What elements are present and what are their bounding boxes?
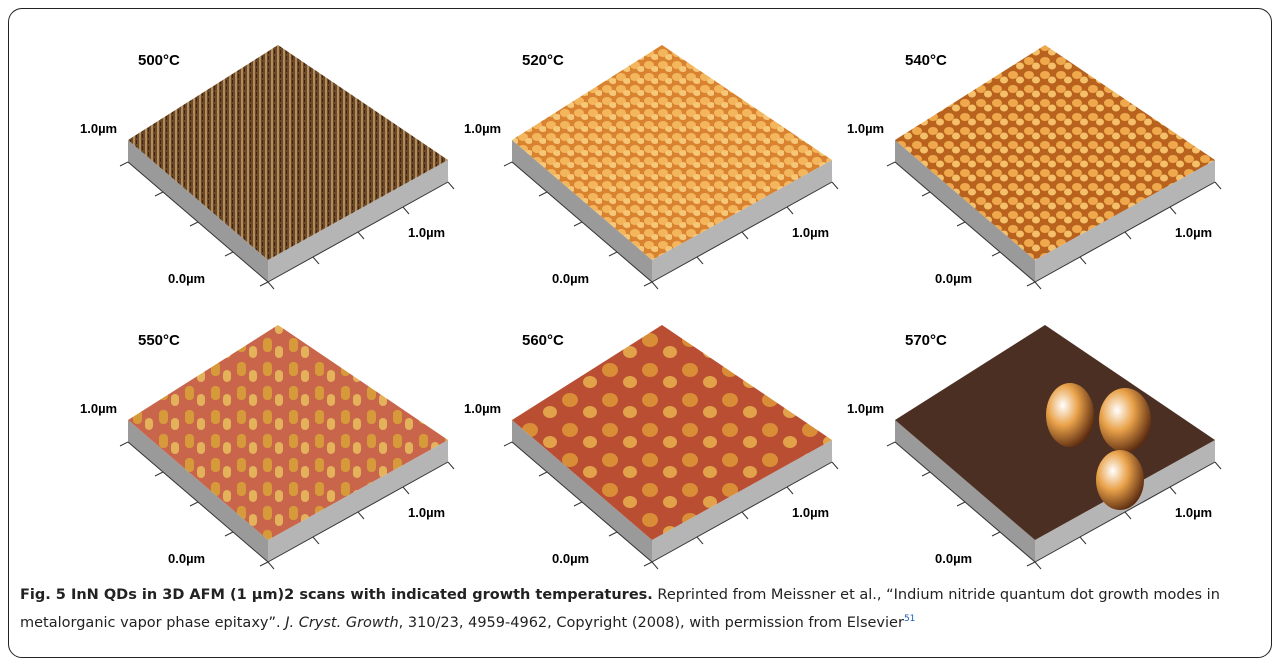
caption-text: , 310/23, 4959-4962, Copyright (2008), w… — [399, 615, 904, 631]
axis-tick — [574, 502, 582, 506]
axis-label: 1.0µm — [792, 505, 829, 520]
axis-tick — [1027, 562, 1035, 566]
axis-tick — [448, 182, 454, 189]
axis-tick — [313, 537, 319, 544]
axis-tick — [1170, 487, 1176, 494]
axis-tick — [574, 222, 582, 226]
axis-tick — [1080, 257, 1086, 264]
axis-tick — [1125, 512, 1131, 519]
axis-label: 0.0µm — [935, 551, 972, 566]
axis-tick — [225, 532, 233, 536]
axis-tick — [120, 162, 128, 166]
axis-label: 1.0µm — [464, 121, 501, 136]
axis-tick — [403, 207, 409, 214]
axis-tick — [922, 472, 930, 476]
axis-tick — [403, 487, 409, 494]
axis-label: 1.0µm — [792, 225, 829, 240]
axis-tick — [1215, 462, 1221, 469]
temperature-label: 570°C — [905, 332, 947, 349]
axis-tick — [992, 252, 1000, 256]
axis-tick — [448, 462, 454, 469]
axis-tick — [957, 502, 965, 506]
axis-tick — [268, 282, 274, 289]
temperature-label: 540°C — [905, 52, 947, 69]
axis-tick — [832, 182, 838, 189]
axis-tick — [697, 537, 703, 544]
axis-tick — [644, 282, 652, 286]
quantum-dot — [1096, 450, 1144, 510]
temperature-label: 550°C — [138, 332, 180, 349]
axis-tick — [609, 532, 617, 536]
afm-surface — [895, 45, 1215, 260]
axis-tick — [644, 562, 652, 566]
axis-tick — [225, 252, 233, 256]
quantum-dot — [1099, 388, 1151, 452]
axis-tick — [887, 162, 895, 166]
axis-tick — [260, 282, 268, 286]
afm-surface — [128, 45, 448, 260]
axis-tick — [922, 192, 930, 196]
axis-tick — [787, 487, 793, 494]
axis-tick — [155, 472, 163, 476]
axis-label: 0.0µm — [168, 271, 205, 286]
axis-label: 1.0µm — [80, 401, 117, 416]
axis-label: 1.0µm — [1175, 225, 1212, 240]
axis-tick — [539, 472, 547, 476]
axis-label: 1.0µm — [408, 505, 445, 520]
axis-tick — [260, 562, 268, 566]
axis-label: 1.0µm — [847, 121, 884, 136]
axis-tick — [539, 192, 547, 196]
axis-tick — [313, 257, 319, 264]
axis-tick — [742, 232, 748, 239]
axis-tick — [1125, 232, 1131, 239]
temperature-label: 560°C — [522, 332, 564, 349]
axis-tick — [190, 502, 198, 506]
temperature-label: 500°C — [138, 52, 180, 69]
axis-label: 0.0µm — [935, 271, 972, 286]
axis-tick — [1215, 182, 1221, 189]
axis-tick — [742, 512, 748, 519]
caption-title: Fig. 5 InN QDs in 3D AFM (1 µm)2 scans w… — [20, 587, 653, 603]
axis-tick — [887, 442, 895, 446]
axis-tick — [609, 252, 617, 256]
axis-label: 0.0µm — [168, 551, 205, 566]
afm-surface — [128, 325, 448, 540]
axis-tick — [190, 222, 198, 226]
caption: Fig. 5 InN QDs in 3D AFM (1 µm)2 scans w… — [20, 583, 1265, 635]
axis-tick — [1027, 282, 1035, 286]
axis-label: 1.0µm — [464, 401, 501, 416]
axis-tick — [1035, 282, 1041, 289]
axis-tick — [358, 232, 364, 239]
axis-tick — [504, 442, 512, 446]
figure: 500°C 1.0µm 1.0µm 0.0µm 520°C 1.0µm 1.0µm 0.0µm… — [0, 0, 1282, 580]
caption-journal: J. Cryst. Growth — [285, 615, 398, 631]
axis-tick — [155, 192, 163, 196]
axis-tick — [652, 562, 658, 569]
axis-tick — [504, 162, 512, 166]
axis-tick — [697, 257, 703, 264]
quantum-dot — [1046, 383, 1094, 447]
axis-tick — [1035, 562, 1041, 569]
axis-tick — [1080, 537, 1086, 544]
afm-surface — [512, 45, 832, 260]
axis-label: 1.0µm — [847, 401, 884, 416]
temperature-label: 520°C — [522, 52, 564, 69]
axis-tick — [268, 562, 274, 569]
axis-tick — [1170, 207, 1176, 214]
axis-tick — [832, 462, 838, 469]
axis-tick — [358, 512, 364, 519]
axis-tick — [957, 222, 965, 226]
axis-tick — [120, 442, 128, 446]
axis-label: 1.0µm — [80, 121, 117, 136]
axis-label: 1.0µm — [1175, 505, 1212, 520]
axis-tick — [992, 532, 1000, 536]
reference: 51 — [904, 614, 915, 624]
axis-label: 0.0µm — [552, 551, 589, 566]
page: 500°C 1.0µm 1.0µm 0.0µm 520°C 1.0µm 1.0µm 0.0µm… — [0, 0, 1282, 668]
axis-label: 1.0µm — [408, 225, 445, 240]
axis-tick — [652, 282, 658, 289]
axis-tick — [787, 207, 793, 214]
afm-surface — [512, 325, 832, 540]
axis-label: 0.0µm — [552, 271, 589, 286]
